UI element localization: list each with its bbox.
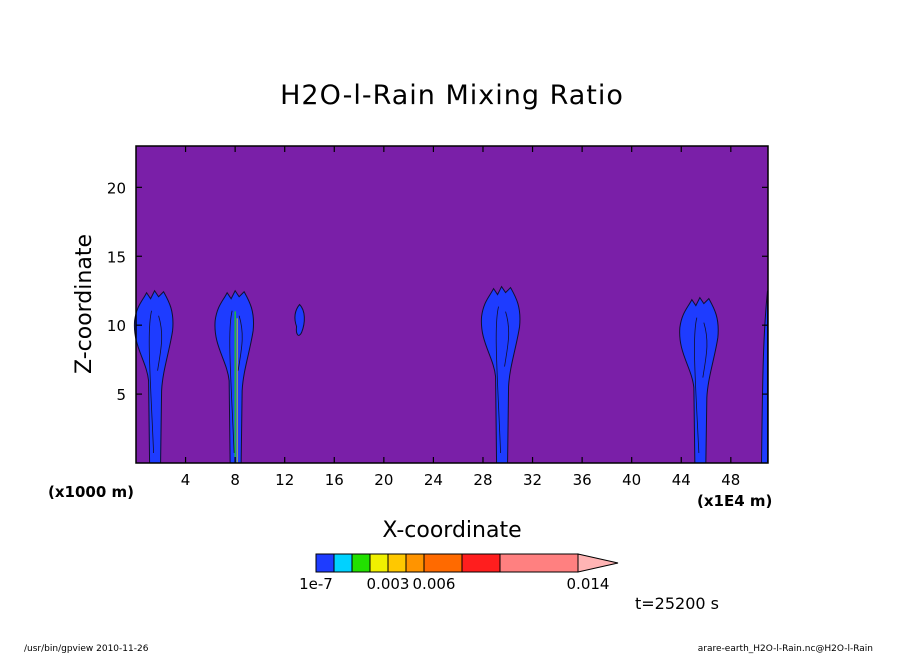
x-unit-right: (x1E4 m) <box>697 492 772 510</box>
x-tick-label: 28 <box>473 471 492 489</box>
x-tick-label: 48 <box>721 471 740 489</box>
contour-plume <box>214 289 255 464</box>
x-tick-label: 44 <box>672 471 691 489</box>
x-axis-label: X-coordinate <box>382 518 521 543</box>
colorbar-label: 1e-7 <box>299 575 333 593</box>
colorbar-segment <box>423 553 463 573</box>
x-axis-ticks: 4 8 12 16 20 24 28 32 36 40 44 48 <box>181 146 740 489</box>
colorbar-segment <box>351 553 371 573</box>
contour-features <box>133 285 769 464</box>
colorbar-segment <box>333 553 353 573</box>
colorbar-segment <box>387 553 407 573</box>
x-tick-label: 8 <box>230 471 240 489</box>
colorbar-labels: 1e-7 0.003 0.006 0.014 <box>299 575 609 593</box>
time-label: t=25200 s <box>635 594 719 613</box>
colorbar-segment <box>499 553 579 573</box>
contour-feature <box>480 285 521 464</box>
contour-feature <box>214 289 255 464</box>
x-tick-label: 16 <box>325 471 344 489</box>
contour-line <box>504 311 510 367</box>
contour-line <box>702 322 708 378</box>
colorbar-label: 0.003 <box>367 575 410 593</box>
x-unit-left: (x1000 m) <box>48 483 134 501</box>
x-tick-label: 20 <box>374 471 393 489</box>
x-tick-label: 40 <box>622 471 641 489</box>
x-tick-label: 36 <box>573 471 592 489</box>
plot-area <box>133 145 769 464</box>
colorbar-label: 0.006 <box>413 575 456 593</box>
colorbar <box>315 553 619 573</box>
contour-line <box>495 306 501 454</box>
colorbar-segment <box>369 553 389 573</box>
contour-line <box>694 317 700 454</box>
contour-line <box>237 315 243 371</box>
contour-feature <box>294 303 305 336</box>
contour-patch <box>294 303 305 336</box>
contour-line <box>148 310 154 454</box>
contour-feature <box>133 289 174 464</box>
plot-frame <box>135 145 769 464</box>
colorbar-segment <box>461 553 501 573</box>
colorbar-segment <box>315 553 335 573</box>
colorbar-arrow <box>577 553 619 573</box>
x-tick-label: 24 <box>424 471 443 489</box>
x-tick-label: 32 <box>523 471 542 489</box>
chart-title: H2O-l-Rain Mixing Ratio <box>280 80 624 111</box>
colorbar-segment <box>405 553 425 573</box>
y-tick-label: 15 <box>107 248 126 266</box>
colorbar-label: 0.014 <box>567 575 610 593</box>
y-axis-ticks: 5 10 15 20 <box>107 179 768 404</box>
y-tick-label: 5 <box>116 386 126 404</box>
contour-plume <box>133 289 174 464</box>
contour-plume <box>480 285 521 464</box>
y-tick-label: 10 <box>107 317 126 335</box>
contour-line <box>157 315 163 371</box>
footer-left: /usr/bin/gpview 2010-11-26 <box>24 644 149 654</box>
contour-plume <box>679 296 719 464</box>
contour-feature <box>679 296 719 464</box>
x-tick-label: 12 <box>275 471 294 489</box>
x-tick-label: 4 <box>181 471 191 489</box>
contour-line <box>229 310 235 454</box>
y-tick-label: 20 <box>107 179 126 197</box>
y-axis-label: Z-coordinate <box>72 234 97 374</box>
footer-right: arare-earth_H2O-l-Rain.nc@H2O-l-Rain <box>698 644 873 654</box>
